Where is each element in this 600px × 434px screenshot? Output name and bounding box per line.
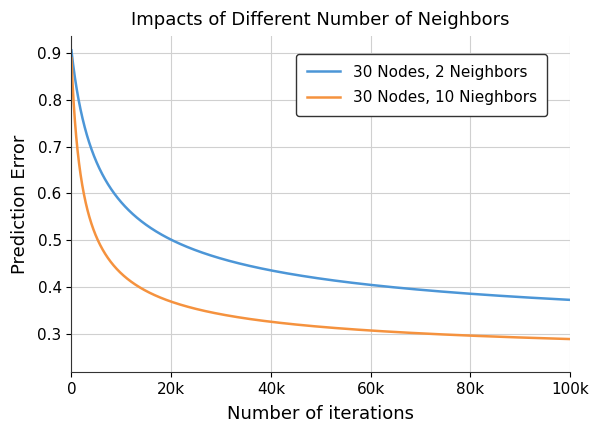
- 30 Nodes, 10 Nieghbors: [125, 277, 132, 282]
- 30 Nodes, 10 Nieghbors: [557, 336, 564, 342]
- 30 Nodes, 2 Neighbors: [68, 48, 75, 53]
- Title: Impacts of Different Number of Neighbors: Impacts of Different Number of Neighbors: [131, 11, 510, 29]
- 30 Nodes, 10 Nieghbors: [68, 56, 75, 61]
- 30 Nodes, 10 Nieghbors: [503, 335, 510, 340]
- 30 Nodes, 10 Nieghbors: [566, 336, 574, 342]
- 30 Nodes, 10 Nieghbors: [154, 294, 161, 299]
- 30 Nodes, 2 Neighbors: [503, 293, 510, 299]
- 30 Nodes, 2 Neighbors: [557, 297, 564, 302]
- Legend: 30 Nodes, 2 Neighbors, 30 Nodes, 10 Nieghbors: 30 Nodes, 2 Neighbors, 30 Nodes, 10 Nieg…: [296, 54, 547, 116]
- 30 Nodes, 10 Nieghbors: [281, 321, 288, 326]
- X-axis label: Number of iterations: Number of iterations: [227, 405, 414, 423]
- 30 Nodes, 2 Neighbors: [154, 230, 161, 235]
- 30 Nodes, 2 Neighbors: [281, 270, 288, 276]
- 30 Nodes, 2 Neighbors: [566, 297, 574, 302]
- 30 Nodes, 10 Nieghbors: [259, 318, 266, 323]
- Line: 30 Nodes, 2 Neighbors: 30 Nodes, 2 Neighbors: [71, 50, 570, 300]
- Y-axis label: Prediction Error: Prediction Error: [11, 135, 29, 274]
- 30 Nodes, 2 Neighbors: [259, 266, 266, 271]
- 30 Nodes, 2 Neighbors: [125, 207, 132, 212]
- Line: 30 Nodes, 10 Nieghbors: 30 Nodes, 10 Nieghbors: [71, 58, 570, 339]
